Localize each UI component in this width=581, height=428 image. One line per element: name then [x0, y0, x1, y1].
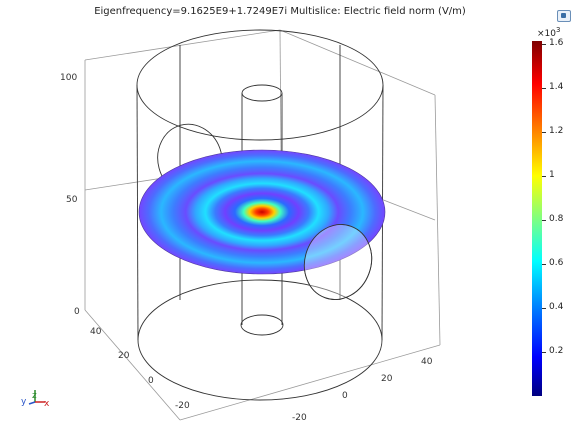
y-tick-0: 0 — [148, 376, 154, 386]
port-ring-front — [303, 224, 373, 300]
plot-title: Eigenfrequency=9.1625E9+1.7249E7i Multis… — [94, 6, 466, 17]
colorbar-mark — [542, 220, 546, 221]
colorbar-tick-1: 1 — [549, 170, 555, 180]
z-tick-0: 0 — [74, 307, 80, 317]
3d-plot-canvas[interactable]: 100 50 0 40 20 0 -20 40 20 0 -20 y z x — [0, 0, 530, 428]
colorbar-mark — [542, 308, 546, 309]
colorbar-tick-0.6: 0.6 — [549, 258, 564, 268]
colorbar-exponent-base: ×10 — [537, 29, 556, 39]
x-tick-0: 0 — [342, 391, 348, 401]
colorbar-mark — [542, 132, 546, 133]
colorbar-mark — [542, 176, 546, 177]
y-tick-20: 20 — [118, 351, 130, 361]
x-tick-minus20: -20 — [292, 413, 307, 423]
view-settings-icon[interactable] — [557, 10, 571, 22]
colorbar-mark — [542, 264, 546, 265]
triad-x-label: x — [44, 399, 50, 409]
colorbar-mark — [542, 44, 546, 45]
x-tick-20: 20 — [381, 374, 393, 384]
triad-z-label: z — [32, 391, 37, 401]
colorbar-tick-1.4: 1.4 — [549, 82, 564, 92]
colorbar-tick-1.6: 1.6 — [549, 38, 564, 48]
colorbar — [532, 41, 542, 396]
colorbar-tick-0.4: 0.4 — [549, 302, 564, 312]
axis-triad-icon: y z x — [21, 390, 50, 409]
colorbar-tick-0.8: 0.8 — [549, 214, 564, 224]
colorbar-exponent-power: 3 — [556, 26, 561, 34]
colorbar-exponent: ×103 — [537, 26, 560, 39]
colorbar-tick-1.2: 1.2 — [549, 126, 564, 136]
colorbar-tick-0.2: 0.2 — [549, 346, 564, 356]
axis-box — [84, 29, 441, 421]
colorbar-mark — [542, 352, 546, 353]
z-tick-100: 100 — [60, 73, 77, 83]
y-tick-40: 40 — [90, 327, 102, 337]
z-tick-50: 50 — [66, 195, 78, 205]
x-tick-40: 40 — [421, 357, 433, 367]
colorbar-mark — [542, 88, 546, 89]
triad-y-label: y — [21, 397, 27, 407]
y-tick-minus20: -20 — [175, 401, 190, 411]
electric-field-slice — [138, 149, 386, 275]
